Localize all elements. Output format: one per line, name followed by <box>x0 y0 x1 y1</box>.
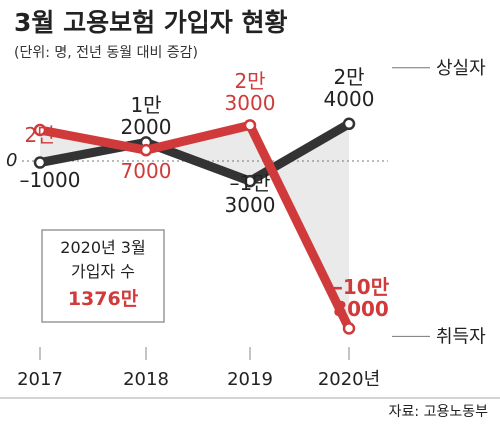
data-label-1-2-1: 3000 <box>225 91 276 115</box>
data-label-0-2-0: –1만 <box>229 171 270 195</box>
data-label-1-0-0: 2만 <box>24 123 55 147</box>
data-label-1-3-0: –10만 <box>333 275 390 299</box>
data-point-1-3 <box>342 322 356 335</box>
series-lines <box>33 117 356 335</box>
data-point-0-0 <box>33 156 47 169</box>
data-labels: –10001만2000–1만30002만40002만70002만3000–10만… <box>20 65 390 321</box>
chart-title: 3월 고용보험 가입자 현황 <box>14 8 288 37</box>
data-point-1-2 <box>243 119 257 132</box>
data-label-0-0-0: –1000 <box>20 168 81 192</box>
data-label-0-1-1: 2000 <box>121 115 172 139</box>
data-point-0-3 <box>342 117 356 131</box>
series-line-0 <box>39 119 352 187</box>
zero-tick-label: 0 <box>6 150 17 171</box>
x-axis: 2017 2018 2019 2020년 <box>17 347 380 390</box>
data-point-1-0 <box>33 123 47 137</box>
data-label-0-3-0: 2만 <box>333 65 364 89</box>
series-line-1 <box>39 120 354 331</box>
data-label-0-1-0: 1만 <box>130 93 161 117</box>
series-name-0: 상실자 <box>436 58 486 79</box>
callout-line1: 2020년 3월 <box>60 238 145 257</box>
chart-subtitle: (단위: 명, 전년 동월 대비 증감) <box>14 45 198 61</box>
x-tick-label-3: 2020년 <box>318 369 380 390</box>
callout-value: 1376만 <box>68 288 139 310</box>
data-label-0-3-1: 4000 <box>324 87 375 111</box>
data-label-1-2-0: 2만 <box>234 69 265 93</box>
x-tick-label-0: 2017 <box>17 369 63 390</box>
data-label-1-1-0: 7000 <box>121 159 172 183</box>
callout-frame <box>41 229 165 323</box>
callout-box: 2020년 3월 가입자 수 1376만 <box>41 229 165 323</box>
data-label-1-3-1: 8000 <box>333 297 389 321</box>
series-name-1: 취득자 <box>436 326 486 347</box>
data-point-0-2 <box>243 174 257 188</box>
x-tick-label-2: 2019 <box>227 369 273 390</box>
data-point-1-1 <box>139 143 153 157</box>
callout-line2: 가입자 수 <box>71 262 135 281</box>
source-note: 자료: 고용노동부 <box>389 404 488 420</box>
data-label-0-2-1: 3000 <box>225 193 276 217</box>
x-tick-label-1: 2018 <box>123 369 169 390</box>
